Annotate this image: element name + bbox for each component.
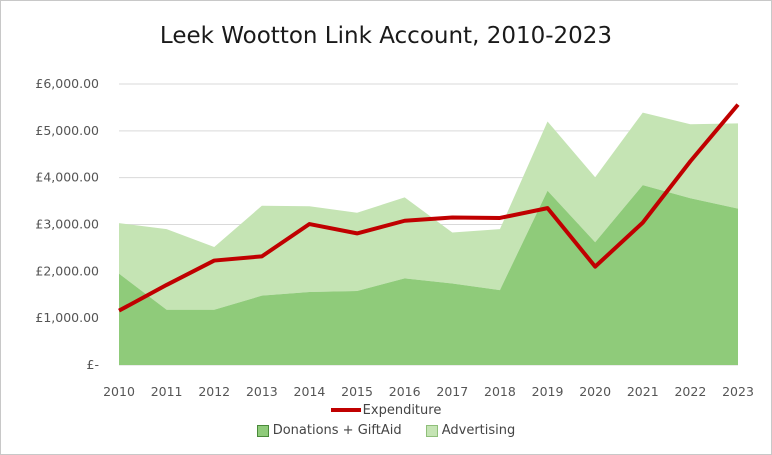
legend-item-advertising: Advertising <box>425 423 516 438</box>
line-expenditure <box>118 103 740 313</box>
area-donations <box>119 185 738 365</box>
x-tick-label: 2012 <box>198 384 230 399</box>
legend-label-advertising: Advertising <box>441 423 516 438</box>
y-tick-label: £- <box>87 357 99 372</box>
legend-area-row: Donations + GiftAid Advertising <box>1 423 771 441</box>
legend-item-donations: Donations + GiftAid <box>256 423 402 438</box>
legend-line-row: Expenditure <box>1 401 771 418</box>
x-tick-label: 2018 <box>484 384 516 399</box>
legend-item-expenditure: Expenditure <box>330 402 442 418</box>
legend-swatch-expenditure <box>330 408 361 412</box>
x-tick-label: 2011 <box>151 384 183 399</box>
legend-label-donations: Donations + GiftAid <box>272 423 402 438</box>
y-tick-label: £6,000.00 <box>35 76 99 91</box>
x-tick-label: 2021 <box>627 384 659 399</box>
chart-title: Leek Wootton Link Account, 2010-2023 <box>159 23 613 49</box>
x-tick-label: 2019 <box>532 384 564 399</box>
y-tick-label: £2,000.00 <box>35 263 99 278</box>
y-tick-label: £3,000.00 <box>35 217 99 232</box>
x-tick-label: 2020 <box>579 384 611 399</box>
x-tick-label: 2022 <box>674 384 706 399</box>
area-advertising <box>119 112 738 310</box>
legend-swatch-advertising <box>425 424 438 437</box>
x-tick-label: 2017 <box>436 384 468 399</box>
x-tick-label: 2010 <box>103 384 135 399</box>
legend-label-expenditure: Expenditure <box>362 402 442 418</box>
y-tick-label: £1,000.00 <box>35 310 99 325</box>
x-tick-label: 2014 <box>294 384 326 399</box>
x-tick-label: 2013 <box>246 384 278 399</box>
y-tick-label: £5,000.00 <box>35 123 99 138</box>
x-tick-label: 2016 <box>389 384 421 399</box>
x-tick-label: 2015 <box>341 384 373 399</box>
legend-swatch-donations <box>256 424 269 437</box>
y-tick-label: £4,000.00 <box>35 170 99 185</box>
x-tick-label: 2023 <box>722 384 754 399</box>
